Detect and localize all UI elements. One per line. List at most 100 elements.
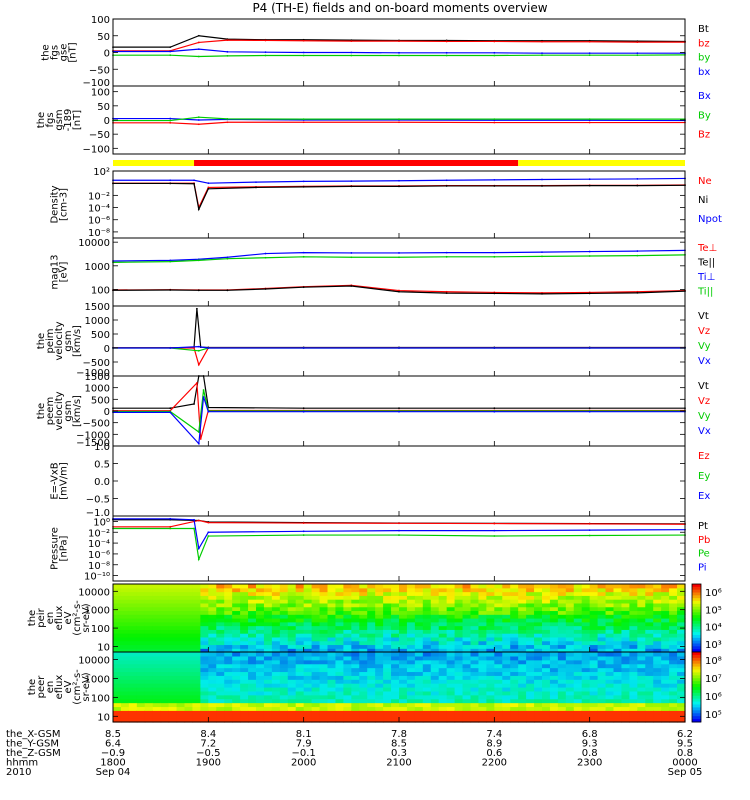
spectrogram-cell <box>271 683 281 688</box>
spectrogram-cell <box>232 710 241 715</box>
spectrogram-cell <box>430 698 440 704</box>
spectrogram-cell <box>192 663 201 669</box>
spectrogram-cell <box>438 698 448 704</box>
series-point <box>541 255 543 258</box>
spectrogram-cell <box>375 591 384 596</box>
spectrogram-cell <box>176 710 186 715</box>
spectrogram-cell <box>549 648 559 653</box>
spectrogram-cell <box>573 640 583 646</box>
spectrogram-cell <box>597 663 607 669</box>
time-row-value: 2200 <box>482 758 507 769</box>
spectrogram-cell <box>462 667 472 673</box>
spectrogram-cell <box>232 655 241 661</box>
spectrogram-cell <box>160 587 170 593</box>
spectrogram-cell <box>144 621 154 627</box>
spectrogram-cell <box>637 621 646 627</box>
spectrogram-cell <box>621 675 630 680</box>
spectrogram-cell <box>534 702 543 708</box>
spectrogram-cell <box>144 606 154 612</box>
series-point <box>588 529 591 531</box>
spectrogram-cell <box>343 710 352 715</box>
spectrogram-cell <box>263 698 273 704</box>
spectrogram-cell <box>549 636 559 642</box>
spectrogram-cell <box>677 640 686 646</box>
spectrogram-cell <box>271 614 281 619</box>
spectrogram-cell <box>502 675 511 680</box>
spectrogram-cell <box>462 683 472 688</box>
series-point <box>202 396 205 398</box>
spectrogram-cell <box>216 606 225 612</box>
spectrogram-cell <box>136 655 146 661</box>
spectrogram-cell <box>319 690 329 696</box>
spectrogram-cell <box>311 633 321 638</box>
spectrogram-cell <box>669 687 678 692</box>
spectrogram-cell <box>311 655 321 661</box>
y-tick-label: 1.0 <box>94 442 110 453</box>
spectrogram-cell <box>351 621 360 627</box>
spectrogram-cell <box>367 706 376 711</box>
spectrogram-cell <box>613 648 623 653</box>
spectrogram-cell <box>486 718 495 723</box>
spectrogram-cell <box>637 706 646 711</box>
spectrogram-cell <box>494 675 503 680</box>
spectrogram-cell <box>136 663 146 669</box>
spectrogram-cell <box>645 671 654 676</box>
y-axis-label: E=-VxB <box>50 462 61 499</box>
spectrogram-cell <box>375 683 384 688</box>
spectrogram-cell <box>518 710 527 715</box>
spectrogram-cell <box>271 648 281 653</box>
spectrogram-cell <box>661 602 670 608</box>
spectrogram-cell <box>216 629 225 634</box>
spectrogram-cell <box>208 690 217 696</box>
spectrogram-cell <box>287 644 297 649</box>
spectrogram-cell <box>375 655 384 661</box>
spectrogram-cell <box>406 614 416 619</box>
spectrogram-cell <box>446 621 456 627</box>
spectrogram-cell <box>438 702 448 708</box>
spectrogram-cell <box>343 602 352 608</box>
spectrogram-cell <box>589 683 599 688</box>
spectrogram-cell <box>303 690 313 696</box>
colorbar-step <box>692 584 701 588</box>
spectrogram-cell <box>359 663 368 669</box>
spectrogram-cell <box>669 591 678 596</box>
spectrogram-cell <box>573 663 583 669</box>
spectrogram-cell <box>335 698 344 704</box>
spectrogram-cell <box>128 667 138 673</box>
spectrogram-cell <box>351 710 360 715</box>
y-axis-label: gse <box>59 44 70 62</box>
spectrogram-cell <box>629 714 638 719</box>
spectrogram-cell <box>327 625 337 630</box>
y-tick-label: 1000 <box>85 262 110 273</box>
series-point <box>493 255 496 258</box>
spectrogram-cell <box>438 606 448 612</box>
spectrogram-cell <box>327 714 337 719</box>
spectrogram-cell <box>240 591 249 596</box>
spectrogram-cell <box>311 599 321 604</box>
spectrogram-cell <box>518 591 527 596</box>
spectrogram-cell <box>248 667 257 673</box>
spectrogram-cell <box>565 625 575 630</box>
spectrogram-cell <box>184 644 194 649</box>
spectrogram-cell <box>399 687 408 692</box>
spectrogram-cell <box>391 710 400 715</box>
colorbar-label: 10⁵ <box>705 710 722 721</box>
spectrogram-cell <box>311 690 321 696</box>
series-point <box>350 256 353 259</box>
spectrogram-cell <box>565 648 575 653</box>
spectrogram-cell <box>240 621 249 627</box>
spectrogram-cell <box>462 640 472 646</box>
spectrogram-cell <box>661 614 670 619</box>
spectrogram-cell <box>573 633 583 638</box>
spectrogram-cell <box>502 636 511 642</box>
spectrogram-cell <box>311 591 321 596</box>
spectrogram-cell <box>605 614 615 619</box>
spectrogram-cell <box>581 610 591 615</box>
spectrogram-cell <box>271 702 281 708</box>
spectrogram-cell <box>375 667 384 673</box>
spectrogram-cell <box>232 636 241 642</box>
time-row-value: 8.5 <box>105 729 121 740</box>
spectrogram-cell <box>311 702 321 708</box>
spectrogram-cell <box>240 655 249 661</box>
